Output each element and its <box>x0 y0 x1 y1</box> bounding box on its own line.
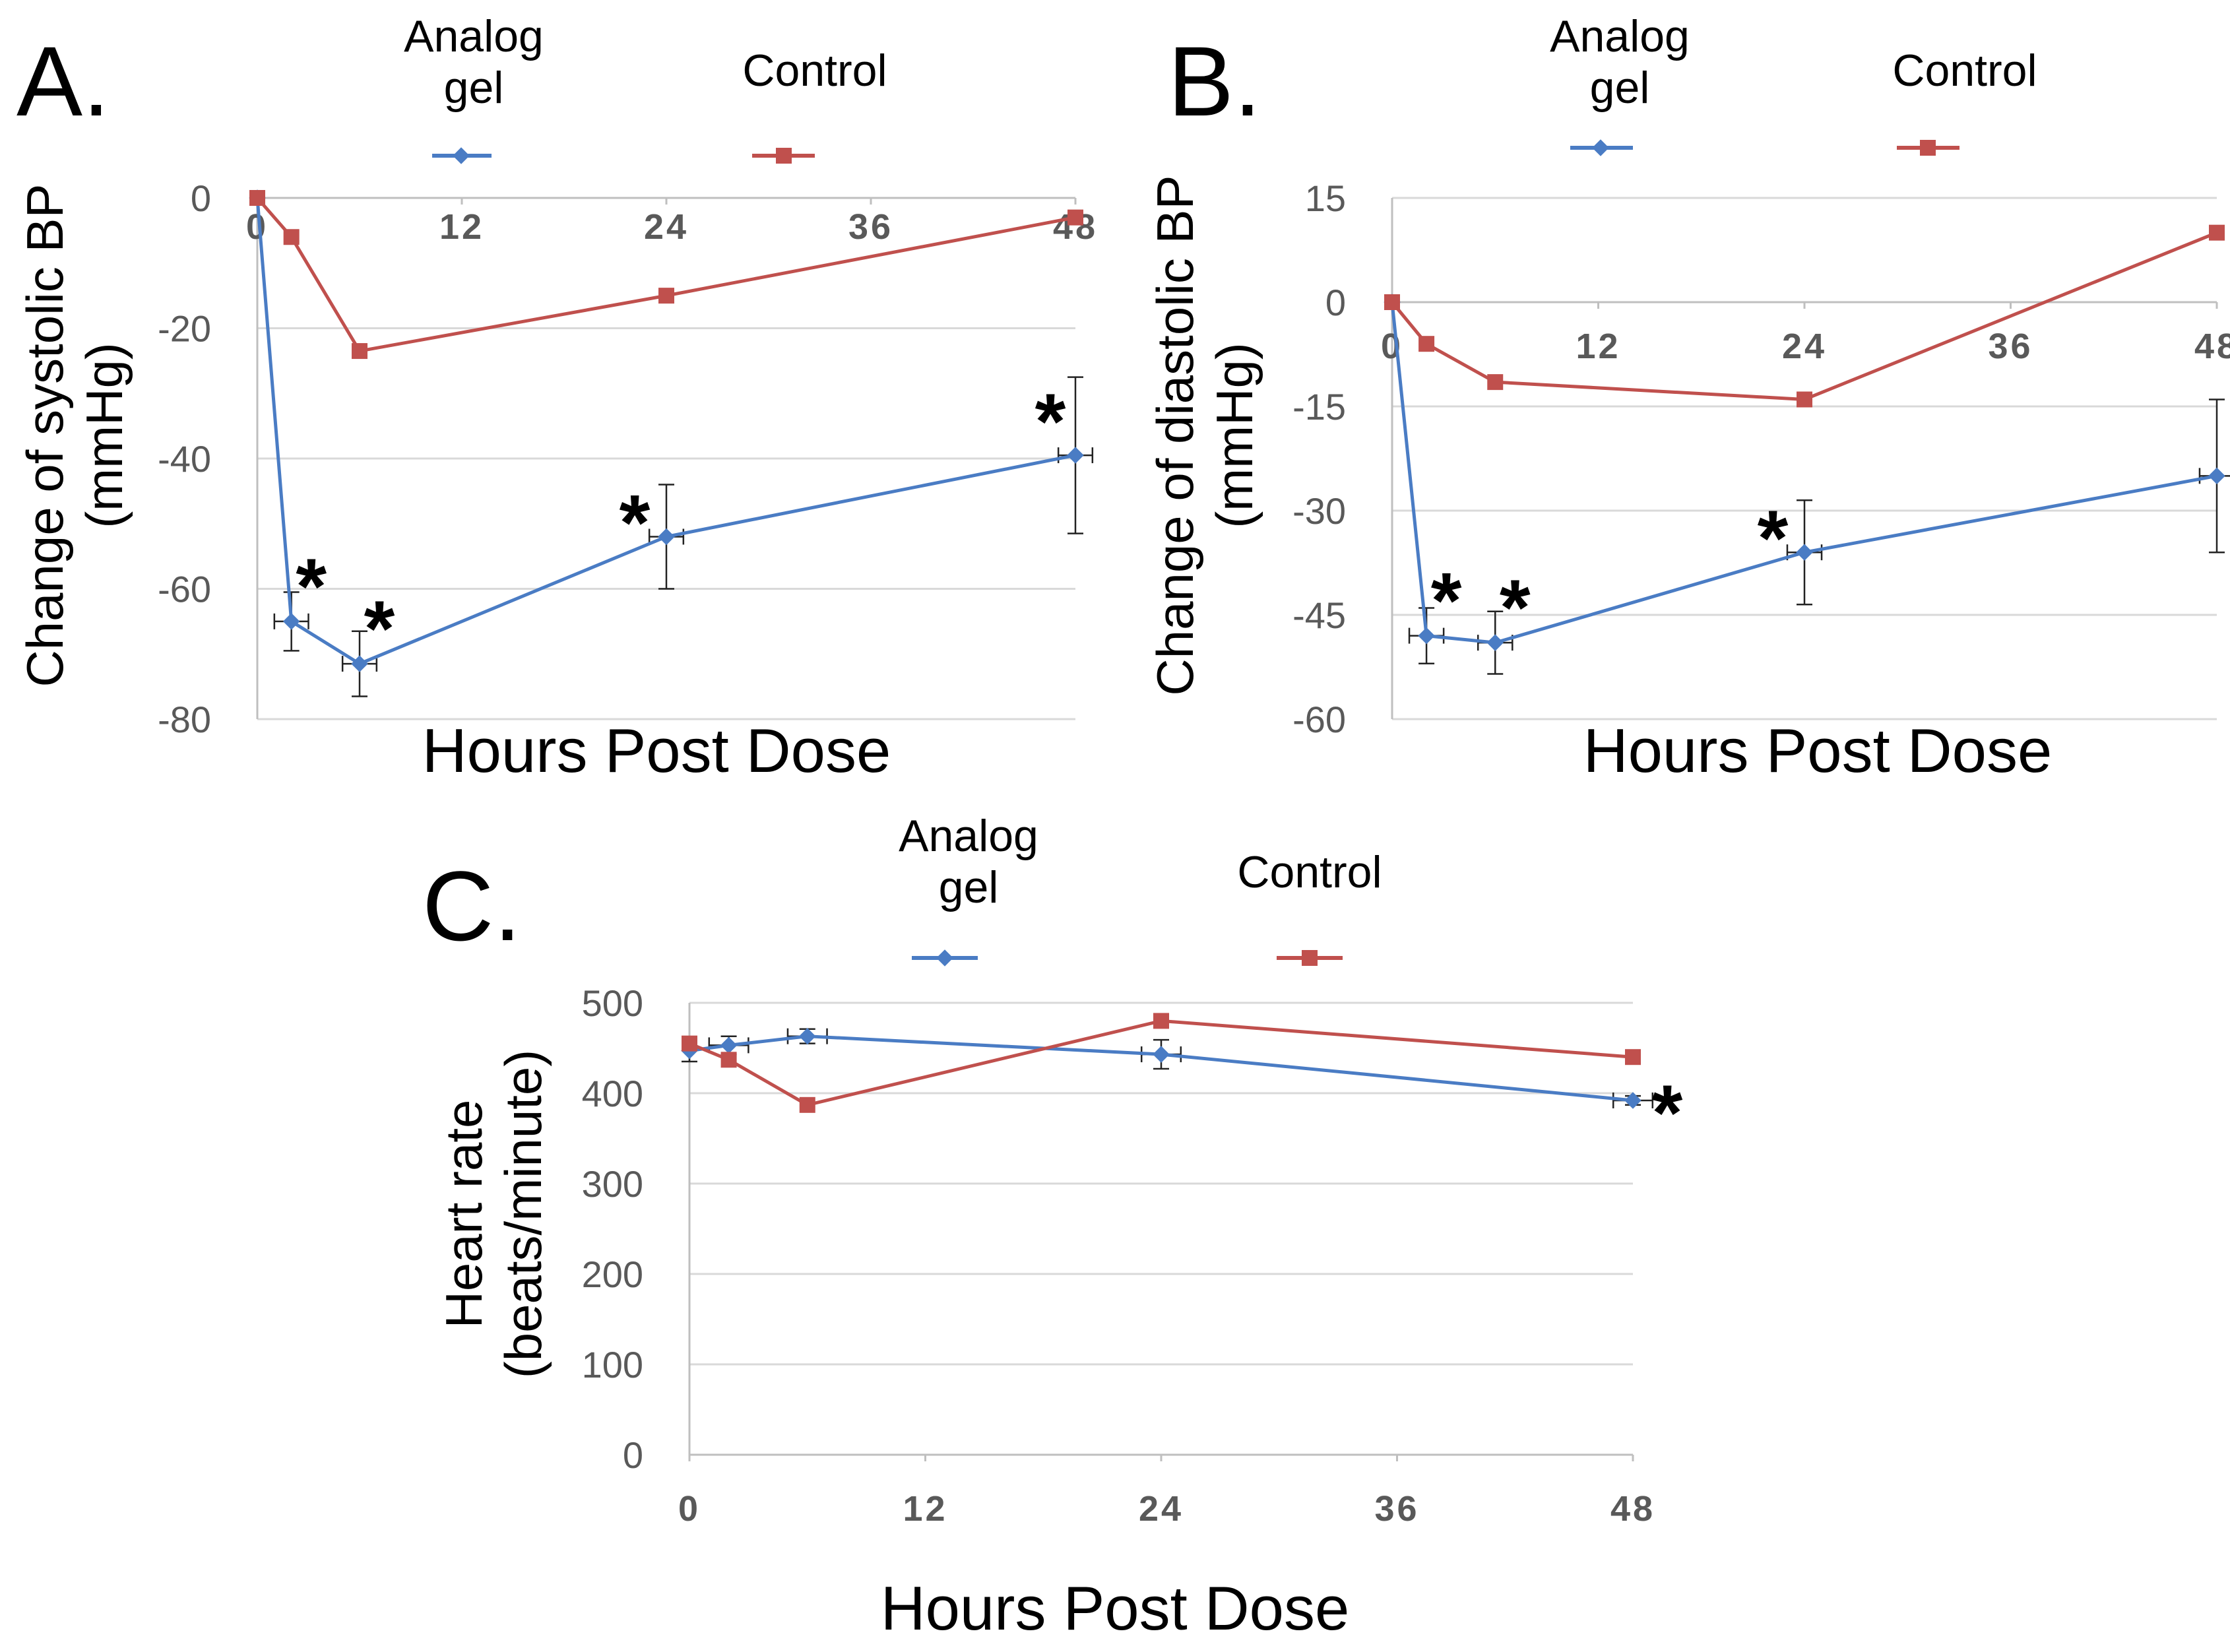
y-tick-label: 400 <box>582 1073 643 1114</box>
panel-a-y-axis-title-line1: Change of systolic BP <box>16 183 74 687</box>
panel-b-y-axis-title-line1: Change of diastolic BP <box>1146 175 1204 695</box>
significance-asterisk: * <box>1035 377 1066 466</box>
x-tick-label: 12 <box>1576 327 1620 366</box>
panel-a-y-axis-title: Change of systolic BP (mmHg) <box>16 183 133 687</box>
panel-b-y-axis-title-line2: (mmHg) <box>1205 342 1263 528</box>
control-point <box>1797 391 1812 408</box>
x-tick-label: 0 <box>678 1489 701 1529</box>
legend-analog-word: Analog <box>1550 11 1690 61</box>
panel-a-plot-area: 0-20-40-60-800 12 24 36 48* *** <box>158 177 1095 740</box>
control-point <box>1153 1013 1169 1029</box>
panel-b-legend-control-label: Control <box>1892 46 2037 96</box>
panel-c: C. Analog gel Control 500 400 300 200 100 00 12… <box>422 811 1683 1643</box>
y-tick-label: 0 <box>191 177 211 219</box>
significance-asterisk: * <box>1652 1069 1683 1157</box>
y-tick-label: -30 <box>1292 490 1346 532</box>
x-tick-label: 48 <box>2194 327 2230 366</box>
x-tick-label: 36 <box>1374 1489 1419 1529</box>
analog-gel-point <box>282 613 300 630</box>
control-point <box>720 1052 737 1068</box>
panel-c-legend-control-label: Control <box>1237 847 1382 897</box>
x-tick-label: 48 <box>1610 1489 1655 1529</box>
panel-a-y-axis-title-line2: (mmHg) <box>75 342 133 528</box>
panel-b-plot-area: 15 0 -15 -30 -45 -60 0 12 24 36 48 * * * <box>1292 177 2230 740</box>
significance-asterisk: * <box>1431 557 1462 645</box>
y-tick-label: -20 <box>158 308 211 350</box>
x-tick-label: 24 <box>1782 327 1827 366</box>
significance-asterisk: * <box>1758 494 1789 583</box>
control-point <box>682 1035 697 1052</box>
y-tick-label: -40 <box>158 438 211 480</box>
control-point <box>249 190 265 206</box>
control-point <box>658 288 674 304</box>
control-point <box>1067 209 1083 226</box>
panel-c-plot-area: 500 400 300 200 100 00 12 24 36 48 * <box>582 982 1683 1529</box>
x-tick-label: 0 <box>1381 327 1403 366</box>
y-tick-label: 0 <box>623 1434 643 1476</box>
legend-analog-word: gel <box>939 862 999 912</box>
x-tick-label: 12 <box>903 1489 947 1529</box>
x-tick-label: 24 <box>644 207 689 247</box>
panel-b: B. Analog gel Control 15 0 -15 -30 -45 -60 0 12 2… <box>1146 11 2230 785</box>
panel-c-legend-analog-label: Analog gel <box>899 811 1038 912</box>
panel-c-y-axis-title-line2: (beats/minute) <box>494 1050 552 1379</box>
panel-c-y-axis-title: Heart rate (beats/minute) <box>435 1050 552 1379</box>
significance-asterisk: * <box>364 585 395 673</box>
y-tick-label: 300 <box>582 1163 643 1205</box>
y-tick-label: 500 <box>582 982 643 1024</box>
y-tick-label: -15 <box>1292 386 1346 428</box>
control-point <box>1384 294 1400 310</box>
y-tick-label: -45 <box>1292 594 1346 636</box>
y-tick-label: -60 <box>158 569 211 610</box>
legend-analog-word: gel <box>1590 63 1650 113</box>
panel-a-legend-control-marker <box>776 148 792 164</box>
panel-a-legend-control-label: Control <box>742 46 887 96</box>
legend-analog-word: Analog <box>404 11 544 61</box>
analog-gel-point <box>658 528 675 546</box>
legend-analog-word: gel <box>444 63 504 113</box>
legend-analog-word: Analog <box>899 811 1038 861</box>
x-tick-label: 36 <box>1988 327 2033 366</box>
analog-gel-point <box>351 655 368 672</box>
control-point <box>1418 336 1435 352</box>
control-point <box>1625 1049 1641 1065</box>
panel-c-legend-control-marker <box>1302 950 1318 966</box>
panel-b-legend-control-marker <box>1920 140 1936 156</box>
control-point <box>1487 374 1504 391</box>
significance-asterisk: * <box>1500 563 1531 652</box>
control-point <box>352 343 367 360</box>
panel-b-letter: B. <box>1168 26 1261 137</box>
y-tick-label: -80 <box>158 699 211 740</box>
y-tick-label: 0 <box>1325 282 1346 323</box>
x-tick-label: 0 <box>246 207 269 247</box>
y-tick-label: 200 <box>582 1254 643 1295</box>
x-tick-label: 12 <box>439 207 484 247</box>
y-tick-label: 100 <box>582 1344 643 1385</box>
panel-c-y-axis-title-line1: Heart rate <box>435 1100 493 1329</box>
control-point <box>2209 224 2225 241</box>
panel-a-legend: Analog gel Control <box>404 11 887 164</box>
panel-c-letter: C. <box>422 850 521 961</box>
panel-a: A. Analog gel Control 0 -20 -40 -60 -80 0 12 24 3… <box>16 11 1095 785</box>
control-point <box>799 1096 815 1113</box>
panel-b-legend-analog-label: Analog gel <box>1550 11 1690 113</box>
significance-asterisk: * <box>296 542 327 631</box>
x-tick-label: 24 <box>1139 1489 1184 1529</box>
panel-a-legend-analog-label: Analog gel <box>404 11 544 113</box>
panel-a-x-axis-title: Hours Post Dose <box>422 716 891 785</box>
y-tick-label: 15 <box>1305 177 1346 219</box>
y-tick-label: -60 <box>1292 699 1346 740</box>
x-tick-label: 36 <box>848 207 893 247</box>
panel-a-legend-analog-marker <box>453 147 470 164</box>
control-point <box>283 229 300 245</box>
panel-c-x-axis-title: Hours Post Dose <box>881 1573 1350 1643</box>
panel-a-letter: A. <box>16 26 110 137</box>
significance-asterisk: * <box>620 479 651 567</box>
panel-b-x-axis-title: Hours Post Dose <box>1583 716 2053 785</box>
panel-b-y-axis-title: Change of diastolic BP (mmHg) <box>1146 175 1263 695</box>
